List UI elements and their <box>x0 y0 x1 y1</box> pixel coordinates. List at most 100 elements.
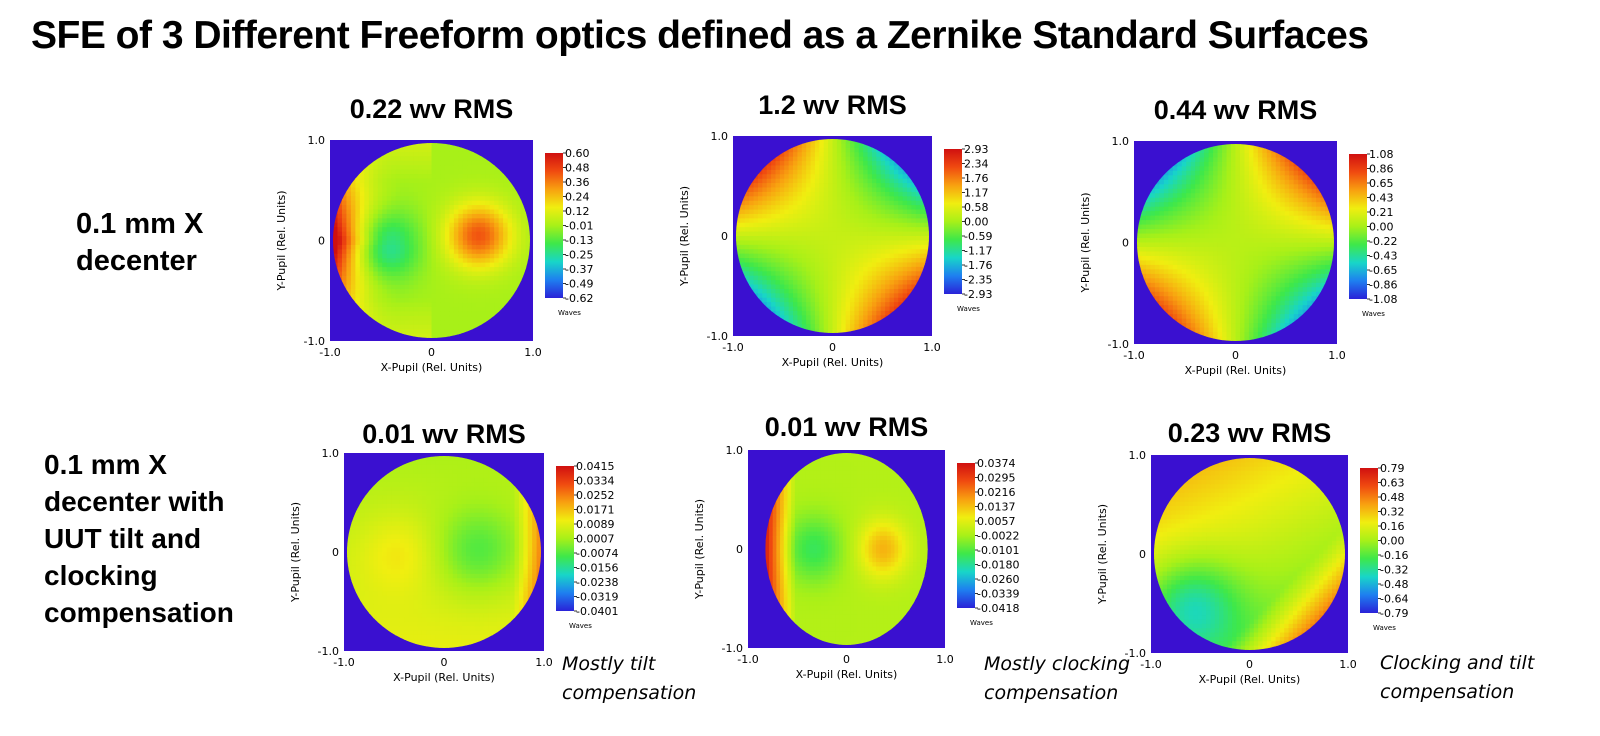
heatmap-cell <box>498 258 504 264</box>
heatmap-cell <box>507 200 513 206</box>
heatmap-cell <box>1266 327 1272 333</box>
heatmap-cell <box>1307 211 1313 217</box>
heatmap-cell <box>1177 238 1183 244</box>
heatmap-cell <box>427 315 433 321</box>
heatmap-cell <box>1213 273 1219 279</box>
heatmap-cell <box>404 236 410 242</box>
heatmap-cell <box>427 213 433 219</box>
heatmap-cell <box>832 288 838 294</box>
heatmap-cell <box>845 191 851 197</box>
heatmap-cell <box>431 205 437 211</box>
heatmap-cell <box>1163 215 1169 221</box>
heatmap-cell <box>382 231 388 237</box>
heatmap-cell <box>1186 193 1192 199</box>
heatmap-cell <box>850 227 856 233</box>
heatmap-cell <box>1226 161 1232 167</box>
heatmap-cell <box>1190 206 1196 212</box>
heatmap-cell <box>1168 211 1174 217</box>
heatmap-cell <box>480 275 486 281</box>
heatmap-cell <box>440 258 446 264</box>
heatmap-cell <box>1235 273 1241 279</box>
heatmap-cell <box>858 147 864 153</box>
heatmap-cell <box>1181 170 1187 176</box>
heatmap-cell <box>1213 229 1219 235</box>
heatmap-cell <box>1284 238 1290 244</box>
heatmap-cell <box>1172 188 1178 194</box>
heatmap-cell <box>1262 323 1268 329</box>
heatmap-cell <box>373 302 379 308</box>
heatmap-cell <box>498 271 504 277</box>
heatmap-cell <box>1302 175 1308 181</box>
heatmap-cell <box>350 289 356 295</box>
heatmap-cell <box>391 196 397 202</box>
heatmap-cell <box>440 244 446 250</box>
heatmap-cell <box>736 227 741 233</box>
heatmap-cell <box>1195 233 1201 239</box>
heatmap-cell <box>1275 152 1281 159</box>
heatmap-cell <box>828 205 834 211</box>
heatmap-cell <box>841 209 847 215</box>
heatmap-cell <box>766 262 772 268</box>
heatmap-cell <box>449 306 455 313</box>
heatmap-cell <box>1168 264 1174 270</box>
heatmap-cell <box>507 209 513 215</box>
heatmap-cell <box>485 174 491 180</box>
heatmap-cell <box>832 297 838 303</box>
heatmap-cell <box>1213 332 1219 338</box>
heatmap-cell <box>1226 323 1232 329</box>
heatmap-cell <box>898 280 904 286</box>
heatmap-cell <box>1222 170 1228 176</box>
heatmap-cell <box>814 324 820 330</box>
heatmap-cell <box>395 306 401 313</box>
heatmap-cell <box>1204 323 1210 329</box>
heatmap-cell <box>880 209 886 215</box>
heatmap-cell <box>1239 309 1246 315</box>
heatmap-cell <box>1244 255 1250 262</box>
heatmap-cell <box>512 200 518 206</box>
heatmap-cell <box>1204 291 1210 297</box>
heatmap-cell <box>1257 323 1263 329</box>
heatmap-cell <box>494 231 500 237</box>
heatmap-cell <box>749 227 755 233</box>
heatmap-cell <box>806 143 812 149</box>
heatmap-cell <box>841 196 847 202</box>
heatmap-cell <box>854 319 860 325</box>
heatmap-cell <box>507 218 513 224</box>
heatmap-cell <box>880 275 886 281</box>
heatmap-cell <box>498 227 504 233</box>
heatmap-cell <box>422 315 428 321</box>
heatmap-cell <box>444 231 451 237</box>
heatmap-cell <box>1163 197 1169 203</box>
heatmap-cell <box>1253 179 1259 185</box>
heatmap-cell <box>871 266 877 272</box>
heatmap-cell <box>1195 282 1201 288</box>
heatmap-cell <box>1284 318 1290 324</box>
heatmap-cell <box>449 196 455 202</box>
heatmap-cell <box>386 227 392 233</box>
heatmap-cell <box>1284 233 1290 239</box>
heatmap-cell <box>400 306 406 313</box>
heatmap-cell <box>911 213 917 219</box>
heatmap-cell <box>404 320 410 326</box>
heatmap-cell <box>364 244 370 250</box>
heatmap-cell <box>1208 309 1214 315</box>
heatmap-cell <box>889 205 895 211</box>
heatmap-cell <box>449 191 455 197</box>
heatmap-cell <box>810 271 816 277</box>
heatmap-cell <box>422 178 428 184</box>
heatmap-cell <box>1262 314 1268 320</box>
heatmap-cell <box>771 161 777 167</box>
heatmap-cell <box>1280 273 1286 279</box>
heatmap-cell <box>525 236 530 242</box>
heatmap-cell <box>1186 179 1192 185</box>
heatmap-cell <box>1307 242 1313 248</box>
heatmap-cell <box>1217 188 1223 194</box>
heatmap-cell <box>828 258 834 264</box>
heatmap-cell <box>485 306 491 313</box>
heatmap-cell <box>1298 309 1304 315</box>
heatmap-cell <box>409 165 415 171</box>
heatmap-cell <box>1195 211 1201 217</box>
heatmap-cell <box>373 258 379 264</box>
heatmap-cell <box>467 280 473 286</box>
heatmap-cell <box>359 249 365 255</box>
